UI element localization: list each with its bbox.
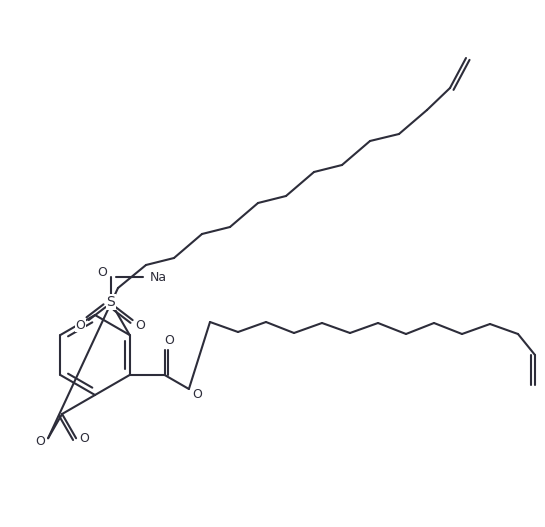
Text: Na: Na: [150, 270, 167, 284]
Text: O: O: [165, 334, 174, 346]
Text: O: O: [76, 319, 86, 331]
Text: O: O: [35, 435, 45, 448]
Text: O: O: [98, 266, 107, 279]
Text: O: O: [79, 432, 89, 445]
Text: O: O: [136, 319, 146, 331]
Text: S: S: [106, 295, 115, 309]
Text: O: O: [192, 387, 202, 401]
